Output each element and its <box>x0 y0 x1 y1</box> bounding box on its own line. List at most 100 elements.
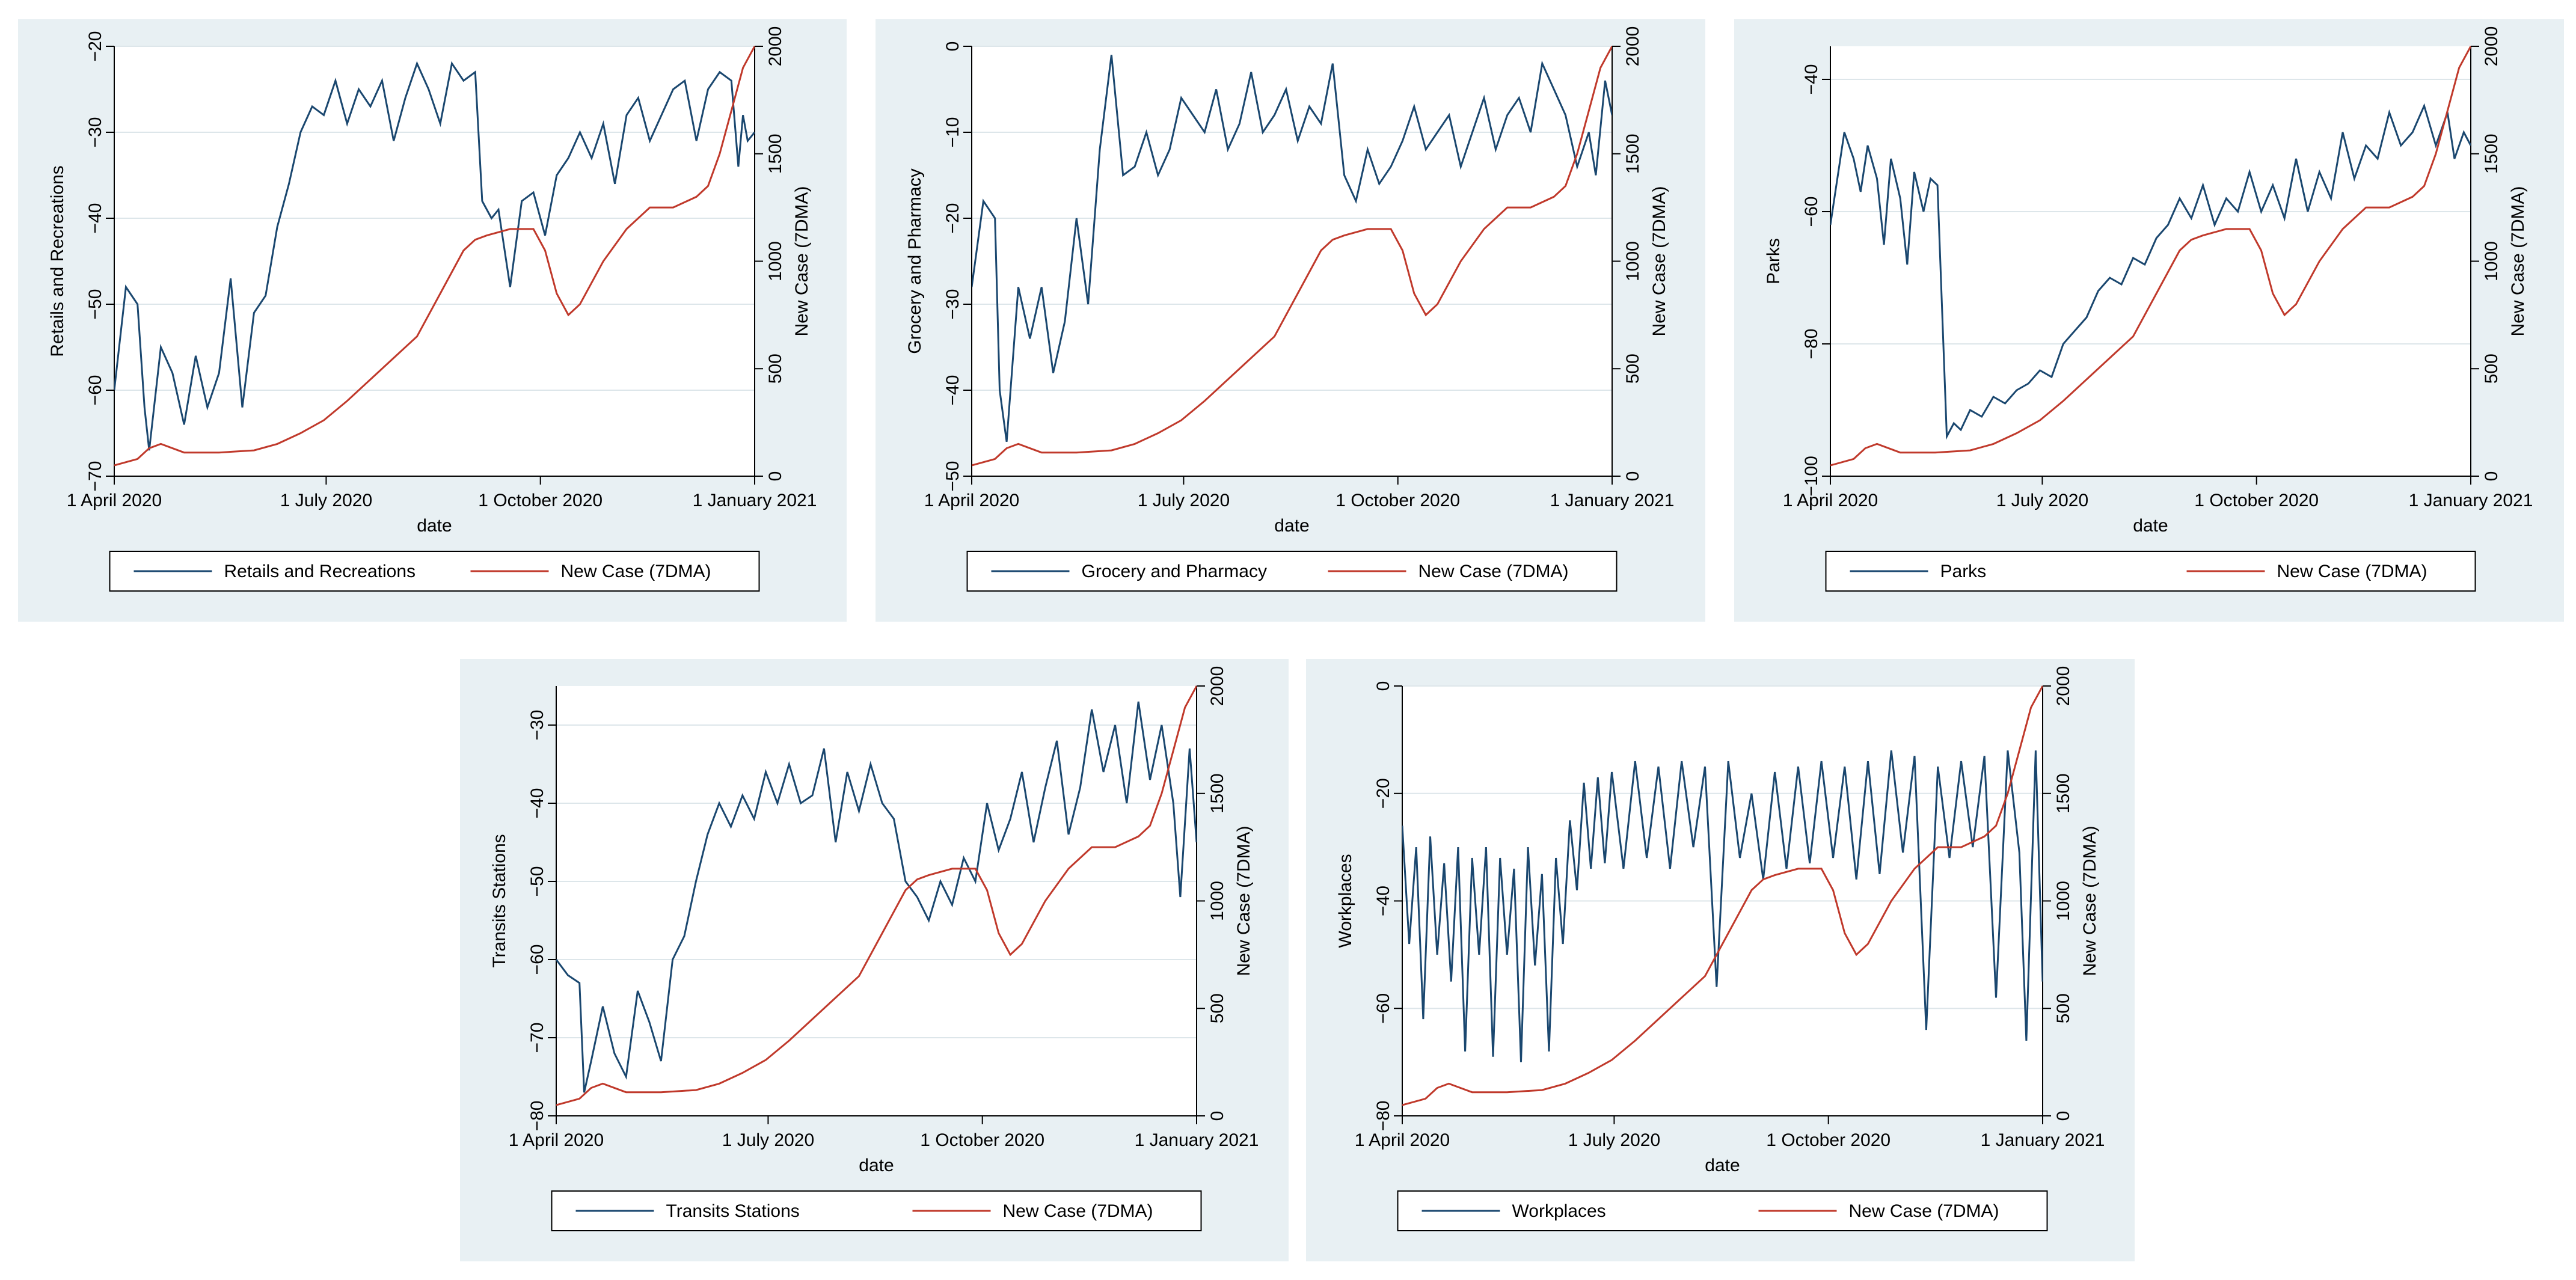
chart-panel-grocery: −50 −40 −30 −20 −10 0 0 500 1000 1500 2000 1 April … <box>876 19 1705 622</box>
y-left-tick-label: −40 <box>1373 886 1393 916</box>
y-left-tick-label: −40 <box>527 788 547 819</box>
legend-label-cases: New Case (7DMA) <box>2277 562 2427 581</box>
mobility-series-line <box>556 701 1197 1093</box>
y-right-tick-label: 1000 <box>2482 241 2501 281</box>
y-left-tick-label: −50 <box>85 289 105 320</box>
x-tick-label: 1 April 2020 <box>924 491 1019 510</box>
y-left-tick-label: −20 <box>1373 778 1393 809</box>
y-right-tick-label: 2000 <box>2053 666 2073 706</box>
plot-area <box>114 46 755 476</box>
y-right-tick-label: 1500 <box>1207 773 1227 813</box>
chart-panel-retail: −70 −60 −50 −40 −30 −20 0 500 1000 1500 2000 1 Apri… <box>18 19 847 622</box>
y-left-tick-label: −70 <box>85 461 105 492</box>
chart-svg-grocery: −50 −40 −30 −20 −10 0 0 500 1000 1500 2000 1 April … <box>905 26 1674 592</box>
y-right-tick-label: 2000 <box>765 26 785 67</box>
y-left-tick-label: −40 <box>85 203 105 234</box>
y-right-tick-label: 0 <box>2053 1111 2073 1121</box>
y-right-tick-label: 2000 <box>1207 666 1227 706</box>
y-left-axis-title: Retails and Recreations <box>48 165 67 357</box>
legend-box <box>966 551 1618 592</box>
y-right-tick-label: 1500 <box>1623 133 1643 174</box>
x-axis-title: date <box>1274 516 1309 536</box>
y-right-tick-label: 0 <box>2482 471 2501 482</box>
legend-box <box>109 551 760 592</box>
legend-label-mobility: Retails and Recreations <box>224 562 416 581</box>
y-left-tick-label: −60 <box>1802 197 1821 227</box>
x-tick-label: 1 October 2020 <box>920 1130 1044 1150</box>
x-tick-label: 1 April 2020 <box>1355 1130 1450 1150</box>
y-left-tick-label: −10 <box>943 117 963 148</box>
y-right-tick-label: 0 <box>1623 471 1643 482</box>
chart-svg-parks: −100 −80 −60 −40 0 500 1000 1500 2000 1 April 202… <box>1764 26 2533 592</box>
legend-label-mobility: Transits Stations <box>666 1201 800 1221</box>
y-left-tick-label: −50 <box>943 461 963 492</box>
mobility-series-line <box>1402 750 2043 1062</box>
legend-box <box>1825 551 2476 592</box>
y-left-tick-label: 0 <box>943 41 963 52</box>
y-right-tick-label: 1500 <box>2482 133 2501 174</box>
x-axis-title: date <box>2133 516 2168 536</box>
x-tick-label: 1 July 2020 <box>1996 491 2088 510</box>
x-axis-title: date <box>417 516 452 536</box>
cases-series-line <box>114 46 755 467</box>
chart-svg-workplaces: −80 −60 −40 −20 0 0 500 1000 1500 2000 1 April 202… <box>1336 666 2105 1231</box>
cases-series-line <box>1402 685 2043 1106</box>
legend-label-mobility: Workplaces <box>1512 1201 1606 1221</box>
x-tick-label: 1 April 2020 <box>1783 491 1878 510</box>
y-left-axis-title: Transits Stations <box>489 834 509 967</box>
legend-box <box>551 1190 1202 1231</box>
y-left-axis-title: Grocery and Pharmacy <box>905 168 925 354</box>
y-right-tick-label: 1000 <box>1207 881 1227 921</box>
y-right-tick-label: 0 <box>765 471 785 482</box>
y-left-tick-label: −50 <box>527 866 547 897</box>
mobility-series-line <box>1830 103 2471 440</box>
y-right-tick-label: 1000 <box>2053 881 2073 921</box>
y-left-tick-label: −60 <box>527 945 547 975</box>
y-left-axis-title: Workplaces <box>1336 854 1355 948</box>
y-left-tick-label: −70 <box>527 1023 547 1053</box>
chart-panel-workplaces: −80 −60 −40 −20 0 0 500 1000 1500 2000 1 April 202… <box>1306 659 2135 1261</box>
plot-area <box>556 686 1197 1116</box>
x-tick-label: 1 April 2020 <box>509 1130 604 1150</box>
x-axis-title: date <box>859 1156 894 1175</box>
chart-panel-parks: −100 −80 −60 −40 0 500 1000 1500 2000 1 April 202… <box>1734 19 2564 622</box>
y-left-tick-label: −20 <box>943 203 963 234</box>
y-right-tick-label: 1500 <box>765 133 785 174</box>
x-tick-label: 1 January 2021 <box>1981 1130 2105 1150</box>
legend-label-mobility: Parks <box>1940 562 1987 581</box>
chart-svg-transit: −80 −70 −60 −50 −40 −30 0 500 1000 1500 2000 1 Apri… <box>489 666 1259 1231</box>
y-left-axis-title: Parks <box>1764 238 1783 284</box>
y-right-axis-title: New Case (7DMA) <box>792 186 812 336</box>
x-tick-label: 1 January 2021 <box>693 491 817 510</box>
legend-label-cases: New Case (7DMA) <box>561 562 711 581</box>
chart-svg-retail: −70 −60 −50 −40 −30 −20 0 500 1000 1500 2000 1 Apri… <box>48 26 817 592</box>
cases-series-line <box>556 685 1197 1106</box>
legend-label-cases: New Case (7DMA) <box>1003 1201 1153 1221</box>
y-left-tick-label: −80 <box>1373 1101 1393 1131</box>
y-right-tick-label: 1000 <box>1623 241 1643 281</box>
plot-area <box>1830 46 2471 476</box>
x-axis-title: date <box>1705 1156 1740 1175</box>
y-left-tick-label: −40 <box>943 375 963 406</box>
x-tick-label: 1 July 2020 <box>1568 1130 1660 1150</box>
y-left-tick-label: −30 <box>943 289 963 320</box>
y-right-tick-label: 500 <box>765 354 785 384</box>
y-left-tick-label: −80 <box>1802 329 1821 360</box>
x-tick-label: 1 October 2020 <box>1766 1130 1891 1150</box>
y-left-tick-label: −30 <box>85 117 105 148</box>
plot-area <box>972 46 1612 476</box>
y-right-tick-label: 500 <box>2482 354 2501 384</box>
y-left-tick-label: −60 <box>85 375 105 406</box>
x-tick-label: 1 October 2020 <box>478 491 603 510</box>
y-right-axis-title: New Case (7DMA) <box>2508 186 2528 336</box>
x-tick-label: 1 July 2020 <box>722 1130 814 1150</box>
y-left-tick-label: −30 <box>527 710 547 741</box>
y-right-tick-label: 500 <box>2053 993 2073 1023</box>
legend-label-mobility: Grocery and Pharmacy <box>1082 562 1267 581</box>
cases-series-line <box>972 46 1612 467</box>
x-tick-label: 1 July 2020 <box>1138 491 1230 510</box>
legend-box <box>1397 1190 2048 1231</box>
y-right-axis-title: New Case (7DMA) <box>1234 825 1254 976</box>
y-right-tick-label: 1000 <box>765 241 785 281</box>
y-right-tick-label: 0 <box>1207 1111 1227 1121</box>
